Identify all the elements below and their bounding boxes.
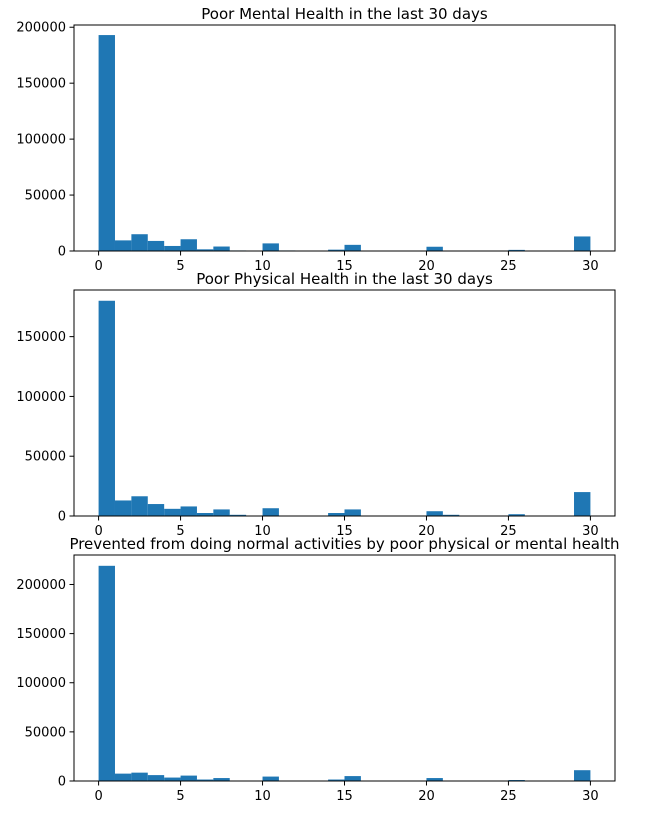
bar-series xyxy=(98,300,591,516)
histogram-bar xyxy=(426,511,443,516)
histogram-bar xyxy=(114,500,132,516)
histogram-bar xyxy=(98,35,115,251)
histogram-bar xyxy=(114,773,132,781)
y-tick-label: 0 xyxy=(58,245,66,260)
x-tick-label: 0 xyxy=(94,789,102,804)
histogram-bar xyxy=(180,775,197,781)
bar-series xyxy=(98,35,591,251)
y-tick-label: 100000 xyxy=(16,390,66,405)
axes-frame xyxy=(73,24,616,252)
y-tick-label: 50000 xyxy=(25,189,66,204)
x-tick-label: 30 xyxy=(582,789,599,804)
subplot-physical-health: Poor Physical Health in the last 30 days… xyxy=(16,270,616,539)
x-tick-label: 25 xyxy=(500,789,517,804)
x-tick-label: 15 xyxy=(336,524,353,539)
histogram-bar xyxy=(508,514,525,516)
x-tick-label: 20 xyxy=(418,789,435,804)
histogram-bar xyxy=(164,245,181,251)
x-tick-label: 10 xyxy=(254,789,271,804)
y-tick-label: 100000 xyxy=(16,133,66,148)
histogram-bar xyxy=(262,776,279,781)
histogram-bar xyxy=(147,504,165,516)
y-tick-label: 50000 xyxy=(25,725,66,740)
x-tick-label: 20 xyxy=(418,524,435,539)
x-tick-label: 15 xyxy=(336,259,353,274)
histogram-bar xyxy=(196,249,214,251)
histogram-bar xyxy=(574,770,591,781)
y-tick-label: 200000 xyxy=(16,578,66,593)
bar-series xyxy=(98,565,591,781)
histogram-bar xyxy=(196,513,214,516)
histogram-bar xyxy=(344,244,361,251)
y-tick-label: 200000 xyxy=(16,21,66,36)
histogram-bar xyxy=(508,249,525,251)
axes-frame xyxy=(73,289,616,517)
x-tick-label: 0 xyxy=(94,524,102,539)
x-tick-label: 30 xyxy=(582,524,599,539)
histogram-bar xyxy=(213,246,230,251)
x-tick-label: 10 xyxy=(254,524,271,539)
subplot-mental-health: Poor Mental Health in the last 30 days 0… xyxy=(16,5,616,274)
y-tick-label: 150000 xyxy=(16,627,66,642)
histogram-bar xyxy=(180,506,197,516)
axis-ticks: 0 5 10 15 20 25 30 0 50000 100000 150000 200000 xyxy=(16,578,598,804)
y-tick-label: 0 xyxy=(58,775,66,790)
subplot-title: Poor Mental Health in the last 30 days xyxy=(201,5,488,23)
x-tick-label: 20 xyxy=(418,259,435,274)
x-tick-label: 25 xyxy=(500,524,517,539)
histogram-bar xyxy=(328,779,345,781)
histogram-bar xyxy=(147,775,165,781)
y-tick-label: 100000 xyxy=(16,676,66,691)
histogram-bar xyxy=(328,513,345,516)
subplot-title: Prevented from doing normal activities b… xyxy=(69,535,619,553)
histogram-bar xyxy=(574,236,591,251)
x-tick-label: 15 xyxy=(336,789,353,804)
histogram-bar xyxy=(131,234,148,251)
histogram-bar xyxy=(147,240,165,251)
x-tick-label: 25 xyxy=(500,259,517,274)
histogram-bar xyxy=(114,240,132,251)
histogram-bar xyxy=(131,496,148,516)
histogram-bar xyxy=(213,778,230,781)
histogram-bar xyxy=(98,300,115,516)
subplot-prevented-activities: Prevented from doing normal activities b… xyxy=(16,535,619,804)
histogram-bar xyxy=(262,243,279,251)
x-tick-label: 5 xyxy=(176,789,184,804)
histogram-bar xyxy=(344,776,361,781)
histogram-bar xyxy=(442,514,460,516)
histogram-bar xyxy=(262,508,279,516)
axis-ticks: 0 5 10 15 20 25 30 0 50000 100000 150000 xyxy=(16,330,598,539)
histogram-bar xyxy=(196,779,214,781)
axes-frame xyxy=(73,554,616,782)
x-tick-label: 5 xyxy=(176,524,184,539)
y-tick-label: 0 xyxy=(58,510,66,525)
histogram-bar xyxy=(426,778,443,781)
y-tick-label: 150000 xyxy=(16,330,66,345)
histogram-bar xyxy=(98,565,115,781)
histogram-bar xyxy=(164,777,181,781)
histogram-bar xyxy=(164,508,181,516)
histogram-bar xyxy=(131,772,148,781)
subplot-title: Poor Physical Health in the last 30 days xyxy=(196,270,493,288)
y-tick-label: 50000 xyxy=(25,450,66,465)
y-tick-label: 150000 xyxy=(16,77,66,92)
x-tick-label: 5 xyxy=(176,259,184,274)
x-tick-label: 10 xyxy=(254,259,271,274)
x-tick-label: 0 xyxy=(94,259,102,274)
histogram-bar xyxy=(213,509,230,516)
x-tick-label: 30 xyxy=(582,259,599,274)
histogram-bar xyxy=(180,239,197,251)
histogram-bar xyxy=(344,509,361,516)
histogram-bar xyxy=(574,492,591,516)
histogram-bar xyxy=(328,249,345,251)
axis-ticks: 0 5 10 15 20 25 30 0 50000 100000 150000 200000 xyxy=(16,21,598,274)
histogram-bar xyxy=(229,514,247,516)
histogram-bar xyxy=(426,246,443,251)
